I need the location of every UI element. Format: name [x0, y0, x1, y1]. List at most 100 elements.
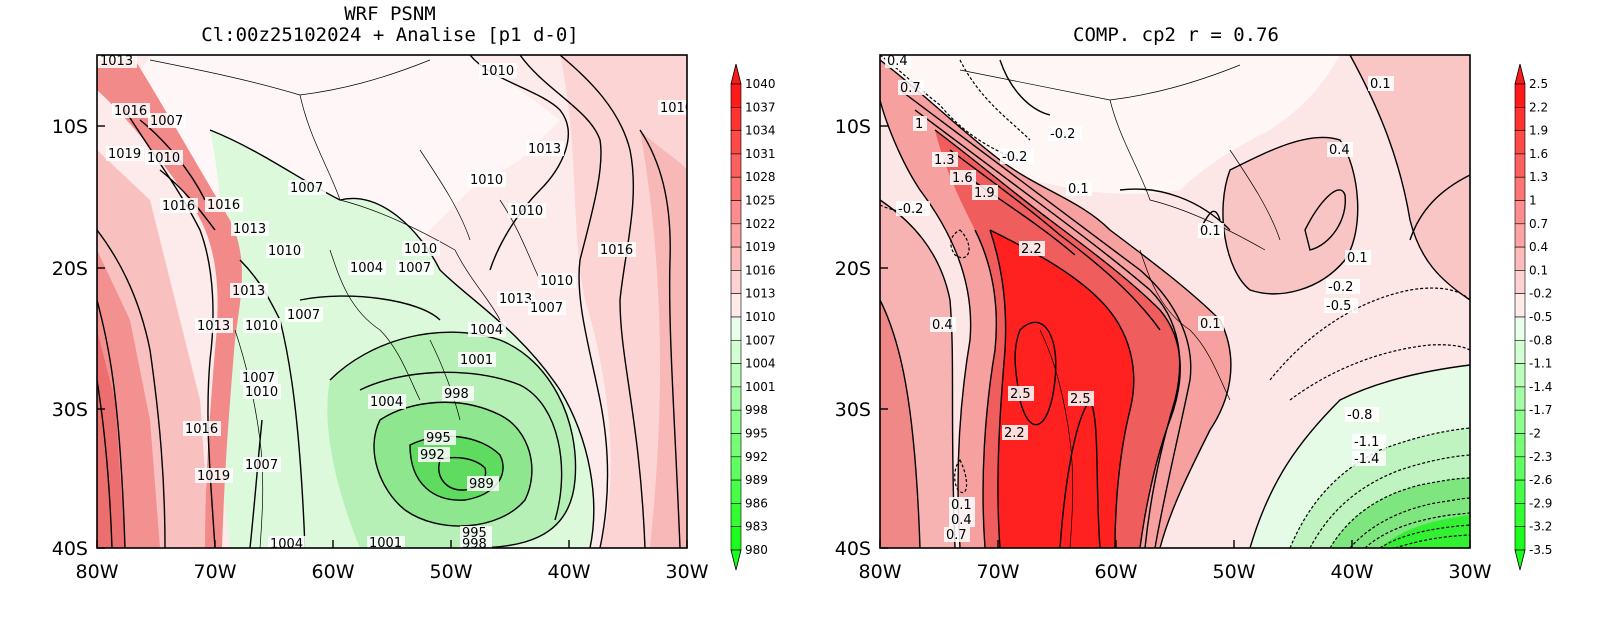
colorbar-label: 2.5: [1529, 77, 1548, 91]
left-clabel: 1016: [112, 103, 150, 119]
colorbar-bin: [1514, 223, 1526, 248]
left-clabel: 1013: [230, 283, 268, 299]
colorbar-label: -2.6: [1529, 473, 1552, 487]
colorbar-label: 0.4: [1529, 240, 1548, 254]
left-clabel: 1010: [479, 63, 517, 79]
colorbar-label: 1031: [745, 147, 776, 161]
svg-text:995: 995: [462, 526, 487, 541]
left-clabel: 1010: [538, 273, 576, 289]
colorbar-bin: [730, 526, 742, 551]
colorbar-label: 1037: [745, 100, 776, 114]
svg-text:992: 992: [420, 448, 445, 463]
svg-text:0.7: 0.7: [900, 81, 921, 96]
colorbar-label: -2.9: [1529, 496, 1552, 510]
colorbar-label: -0.5: [1529, 310, 1552, 324]
colorbar-label: 1013: [745, 287, 776, 301]
colorbar-bin: [730, 409, 742, 434]
colorbar-label: 1010: [745, 310, 776, 324]
right-x-tick: 40W: [1331, 561, 1374, 583]
left-clabel: 1010: [508, 203, 546, 219]
left-panel: WRF PSNM Cl:00z25102024 + Analise [p1 d-…: [52, 3, 776, 583]
colorbar-label: 995: [745, 427, 768, 441]
svg-text:1007: 1007: [290, 181, 323, 196]
svg-text:0.1: 0.1: [1347, 251, 1368, 266]
left-map: 1013 1016 1007 1019 1010 1007 1016 1016 …: [97, 54, 687, 552]
colorbar-label: -0.2: [1529, 287, 1552, 301]
right-y-tick: 20S: [835, 258, 871, 280]
colorbar-bin: [1514, 153, 1526, 178]
left-clabel: 1013: [497, 291, 535, 307]
colorbar-bin: [730, 246, 742, 271]
colorbar-top-triangle: [730, 63, 742, 85]
svg-text:1004: 1004: [270, 537, 303, 552]
colorbar-bin: [730, 107, 742, 131]
left-clabel: 1019: [195, 468, 233, 484]
left-x-axis: [96, 540, 688, 548]
colorbar-label: 0.1: [1529, 263, 1548, 277]
right-clabel: -0.2: [1326, 279, 1360, 295]
svg-text:1010: 1010: [481, 64, 514, 79]
colorbar-bin: [1514, 130, 1526, 155]
colorbar-bin: [730, 363, 742, 388]
right-map-frame: [879, 54, 1471, 549]
svg-text:2.2: 2.2: [1004, 426, 1025, 441]
colorbar-label: -1.4: [1529, 380, 1552, 394]
svg-text:2.2: 2.2: [1021, 242, 1042, 257]
svg-text:1013: 1013: [100, 54, 133, 69]
right-clabel: -0.2: [896, 201, 930, 217]
right-clabel: 0.1: [949, 497, 975, 513]
svg-text:1010: 1010: [404, 242, 437, 257]
right-contours: [880, 55, 1470, 548]
right-clabel: 0.1: [1198, 223, 1224, 239]
colorbar-label: 1019: [745, 240, 776, 254]
colorbar-label: 1: [1529, 194, 1537, 208]
left-y-axis: [97, 125, 105, 549]
left-x-tick: 70W: [194, 561, 237, 583]
colorbar-bin: [730, 130, 742, 155]
colorbar-label: -0.8: [1529, 333, 1552, 347]
left-clabel: 1016: [183, 421, 221, 437]
colorbar-bin: [730, 386, 742, 411]
right-clabel: 0.1: [1345, 250, 1371, 266]
left-clabel: 1016: [160, 198, 198, 214]
right-clabel: 1.6: [950, 170, 976, 186]
right-x-tick: 80W: [859, 561, 902, 583]
svg-text:-0.2: -0.2: [898, 202, 923, 217]
left-contours: [97, 55, 681, 548]
colorbar-bin: [1514, 176, 1526, 201]
colorbar-label: 983: [745, 520, 768, 534]
colorbar-bin: [730, 153, 742, 178]
svg-text:1016: 1016: [185, 422, 218, 437]
colorbar-bin: [730, 433, 742, 458]
svg-text:1010: 1010: [147, 151, 180, 166]
svg-text:0.4: 0.4: [887, 54, 908, 69]
left-clabel: 1013: [97, 54, 137, 69]
colorbar-bin: [1514, 433, 1526, 458]
colorbar-bin: [1514, 363, 1526, 388]
svg-text:0.1: 0.1: [1200, 317, 1221, 332]
left-y-tick: 30S: [52, 399, 88, 421]
left-x-tick: 80W: [76, 561, 119, 583]
right-y-tick: 10S: [835, 116, 871, 138]
left-clabel: 995: [460, 526, 492, 541]
left-contour-labels: 1013 1016 1007 1019 1010 1007 1016 1016 …: [97, 54, 687, 552]
svg-text:1013: 1013: [197, 319, 230, 334]
svg-text:-0.8: -0.8: [1347, 408, 1372, 423]
left-clabel: 1019: [106, 146, 144, 162]
left-clabel: 1007: [528, 300, 566, 316]
left-x-tick: 40W: [548, 561, 591, 583]
colorbar-label: 1004: [745, 357, 776, 371]
right-colorbar: 2.5 2.2 1.9 1.6 1.3 1 0.7 0.4 0.1 -0.2 -0.5 -0.8 -1.…: [1514, 63, 1552, 571]
svg-text:1013: 1013: [499, 292, 532, 307]
left-clabel: 1007: [285, 307, 323, 323]
svg-text:1001: 1001: [460, 353, 493, 368]
svg-text:1004: 1004: [350, 261, 383, 276]
right-clabel: 0.7: [898, 80, 924, 96]
svg-text:2.5: 2.5: [1070, 392, 1091, 407]
colorbar-label: 980: [745, 543, 768, 557]
colorbar-bin: [1514, 503, 1526, 527]
colorbar-label: 1016: [745, 263, 776, 277]
left-clabel: 1004: [468, 322, 506, 338]
colorbar-label: 1001: [745, 380, 776, 394]
left-clabel: 989: [467, 476, 499, 492]
